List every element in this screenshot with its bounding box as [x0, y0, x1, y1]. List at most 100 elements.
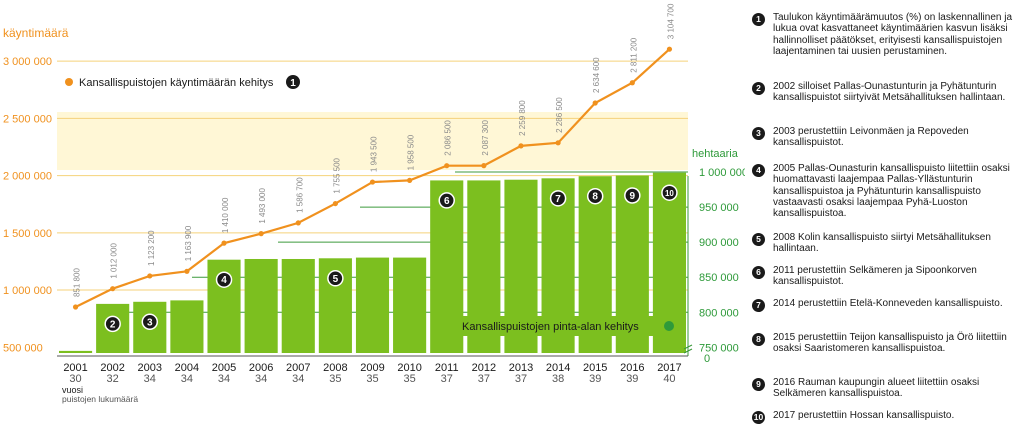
- visits-value-label: 1 163 900: [184, 225, 193, 261]
- left-tick-label: 1 500 000: [3, 228, 52, 240]
- note-text-10: 2017 perustettiin Hossan kansallispuisto…: [773, 410, 955, 421]
- note-text-9: 2016 Rauman kaupungin alueet liitettiin …: [773, 377, 980, 400]
- right-tick-label: 850 000: [699, 272, 739, 284]
- year-label: 2015: [583, 362, 607, 374]
- area-legend-box: [455, 316, 681, 336]
- visits-point: [444, 163, 450, 169]
- note-marker-8: 8: [752, 333, 765, 346]
- year-label: 2010: [397, 362, 421, 374]
- footnote-3: 3 2003 perustettiin Leivonmäen ja Repove…: [752, 126, 1017, 163]
- area-bar: [170, 300, 204, 353]
- year-label: 2016: [620, 362, 644, 374]
- bar-marker-badge: [661, 184, 678, 201]
- bar-marker-badge: [586, 187, 604, 205]
- left-tick-label: 2 500 000: [3, 113, 52, 125]
- bar-marker-number: 3: [147, 317, 153, 328]
- bar-marker-badge: [104, 315, 121, 333]
- note-marker-3: 3: [752, 127, 765, 140]
- footnote-7: 7 2014 perustettiin Etelä-Konneveden kan…: [752, 298, 1017, 332]
- footnote-8: 8 2015 perustettiin Teijon kansallispuis…: [752, 332, 1017, 377]
- left-axis-title: käyntimäärä: [3, 26, 69, 40]
- park-count-label: 39: [589, 373, 601, 385]
- year-label: 2005: [212, 362, 236, 374]
- visits-point: [369, 179, 376, 185]
- visits-value-label: 2 811 200: [629, 37, 638, 73]
- right-axis-title: hehtaaria: [692, 148, 739, 160]
- year-label: 2012: [472, 362, 496, 374]
- visits-legend-badge-number: 1: [290, 78, 296, 89]
- x-axis-title: vuosi: [62, 385, 83, 395]
- left-tick-label: 2 000 000: [3, 171, 52, 183]
- note-text-7: 2014 perustettiin Etelä-Konneveden kansa…: [773, 298, 1003, 309]
- visits-point: [555, 140, 561, 146]
- note-marker-9: 9: [752, 378, 765, 391]
- park-count-label: 39: [626, 373, 638, 385]
- area-bar: [393, 257, 427, 353]
- visits-value-label: 2 634 600: [592, 57, 601, 93]
- right-tick-label: 900 000: [699, 237, 739, 249]
- year-label: 2008: [323, 362, 347, 374]
- bar-marker-number: 7: [555, 194, 561, 205]
- footnote-1: 1 Taulukon käyntimäärämuutos (%) on lask…: [752, 12, 1017, 81]
- note-text-8: 2015 perustettiin Teijon kansallispuisto…: [773, 332, 1007, 355]
- bar-marker-number: 5: [333, 274, 339, 285]
- visits-legend-label: Kansallispuistojen käyntimäärän kehitys: [79, 77, 274, 89]
- visits-value-label: 1 755 500: [332, 157, 341, 193]
- note-text-1: Taulukon käyntimäärämuutos (%) on lasken…: [773, 12, 1013, 57]
- visits-value-label: 1 410 000: [221, 197, 230, 233]
- note-text-5: 2008 Kolin kansallispuisto siirtyi Metsä…: [773, 232, 991, 255]
- area-bar: [281, 258, 315, 353]
- footnote-6: 6 2011 perustettiin Selkämeren ja Sipoon…: [752, 265, 1017, 298]
- area-bar: [59, 350, 93, 353]
- visits-value-label: 2 259 800: [518, 100, 527, 136]
- visits-value-label: 1 493 000: [258, 187, 267, 223]
- year-label: 2009: [360, 362, 384, 374]
- note-marker-6: 6: [752, 266, 765, 279]
- note-text-2: 2002 silloiset Pallas-Ounastunturin ja P…: [773, 81, 1006, 104]
- bar-marker-number: 8: [592, 192, 598, 203]
- visits-point: [72, 304, 79, 310]
- visits-point: [295, 220, 301, 226]
- note-marker-10: 10: [752, 411, 765, 424]
- visits-point: [666, 46, 673, 52]
- year-label: 2006: [249, 362, 273, 374]
- visits-value-label: 1 958 500: [407, 134, 416, 170]
- bar-marker-number: 10: [665, 189, 674, 198]
- bar-marker-number: 4: [221, 275, 227, 286]
- year-label: 2017: [657, 362, 681, 374]
- park-count-label: 35: [403, 373, 415, 385]
- park-count-label: 35: [366, 373, 378, 385]
- visits-point: [184, 268, 190, 274]
- bar-marker-number: 9: [630, 191, 636, 202]
- visits-point: [592, 100, 598, 106]
- right-tick-label: 750 000: [699, 342, 739, 354]
- visits-value-label: 1 012 000: [110, 243, 119, 279]
- visits-point: [258, 231, 264, 237]
- visits-point: [629, 80, 635, 86]
- visits-point: [407, 177, 413, 183]
- visits-legend-marker: [65, 78, 73, 86]
- bar-marker-badge: [549, 190, 567, 207]
- visits-point: [481, 163, 487, 169]
- park-count-label: 30: [69, 373, 81, 385]
- visits-value-label: 3 104 700: [666, 3, 675, 39]
- note-text-6: 2011 perustettiin Selkämeren ja Sipoonko…: [773, 265, 977, 288]
- bar-marker-number: 6: [444, 196, 450, 207]
- visits-point: [147, 273, 153, 279]
- axis-break-mark: [683, 344, 693, 354]
- park-count-label: 35: [329, 373, 341, 385]
- visits-value-label: 2 286 500: [555, 97, 564, 133]
- note-text-3: 2003 perustettiin Leivonmäen ja Repovede…: [773, 126, 969, 149]
- bar-marker-badge: [438, 192, 455, 209]
- footnotes-list: 1 Taulukon käyntimäärämuutos (%) on lask…: [752, 12, 1017, 430]
- area-bar: [355, 257, 390, 353]
- visits-value-label: 2 087 300: [481, 119, 490, 155]
- park-count-label: 34: [255, 373, 267, 385]
- bar-marker-badge: [327, 270, 344, 287]
- park-count-label: 38: [552, 373, 564, 385]
- year-label: 2001: [63, 362, 87, 374]
- park-count-label: 34: [292, 373, 304, 385]
- park-count-label: 40: [663, 373, 675, 385]
- left-tick-label: 1 000 000: [3, 285, 52, 297]
- highlight-band: [57, 112, 688, 170]
